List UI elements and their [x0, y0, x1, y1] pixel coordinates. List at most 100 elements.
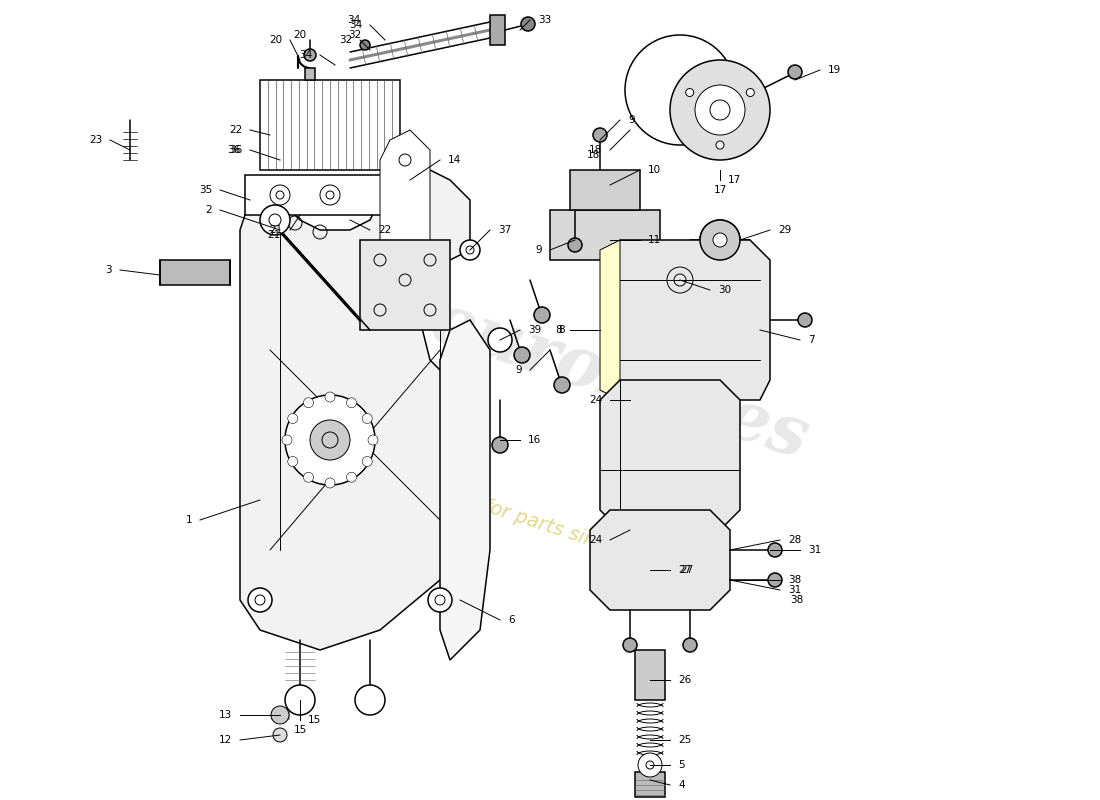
Text: 23: 23 [89, 135, 102, 145]
Text: 34: 34 [299, 50, 312, 60]
Text: 9: 9 [628, 115, 635, 125]
Circle shape [534, 307, 550, 323]
Text: 17: 17 [714, 185, 727, 195]
Text: 9: 9 [516, 365, 522, 375]
Text: 1: 1 [186, 515, 192, 525]
Circle shape [768, 573, 782, 587]
Bar [635, 772, 666, 797]
Text: 24: 24 [588, 535, 602, 545]
Text: 33: 33 [538, 15, 551, 25]
Circle shape [362, 414, 372, 423]
Text: 20: 20 [294, 30, 307, 40]
Text: 36: 36 [229, 145, 242, 155]
Circle shape [270, 185, 290, 205]
Circle shape [768, 543, 782, 557]
Circle shape [638, 753, 662, 777]
Circle shape [288, 414, 298, 423]
Polygon shape [590, 510, 730, 610]
Circle shape [368, 435, 378, 445]
Text: 32: 32 [349, 30, 362, 40]
Text: 17: 17 [728, 175, 741, 185]
Circle shape [700, 220, 740, 260]
Text: 31: 31 [808, 545, 822, 555]
Circle shape [521, 17, 535, 31]
Circle shape [271, 706, 289, 724]
Circle shape [304, 472, 313, 482]
Text: 39: 39 [528, 325, 541, 335]
Polygon shape [600, 380, 740, 530]
Circle shape [713, 233, 727, 247]
Text: a passion for parts since 1985: a passion for parts since 1985 [387, 466, 673, 574]
Polygon shape [440, 320, 490, 660]
Circle shape [683, 638, 697, 652]
Text: 18: 18 [588, 145, 602, 155]
Bar [271, 711, 289, 719]
Circle shape [746, 89, 755, 97]
Text: 15: 15 [294, 725, 307, 735]
Circle shape [625, 35, 735, 145]
Circle shape [326, 191, 334, 199]
Bar [490, 15, 505, 45]
Text: 16: 16 [528, 435, 541, 445]
Text: 27: 27 [678, 565, 691, 575]
Text: 11: 11 [648, 235, 661, 245]
Text: 28: 28 [788, 535, 801, 545]
Circle shape [685, 89, 694, 97]
Text: 3: 3 [106, 265, 112, 275]
Circle shape [514, 347, 530, 363]
Circle shape [248, 588, 272, 612]
Text: 4: 4 [678, 780, 684, 790]
Polygon shape [610, 240, 770, 400]
Circle shape [282, 435, 292, 445]
Circle shape [346, 398, 356, 408]
Circle shape [623, 638, 637, 652]
Text: 13: 13 [219, 710, 232, 720]
Polygon shape [240, 170, 470, 650]
Text: 15: 15 [308, 715, 321, 725]
Circle shape [273, 728, 287, 742]
Circle shape [670, 60, 770, 160]
Circle shape [593, 128, 607, 142]
Text: 19: 19 [828, 65, 842, 75]
Bar [305, 68, 315, 80]
Text: 5: 5 [678, 760, 684, 770]
Circle shape [460, 240, 480, 260]
Polygon shape [600, 240, 620, 400]
Text: 21: 21 [268, 225, 282, 235]
Circle shape [488, 328, 512, 352]
Text: 35: 35 [199, 185, 212, 195]
Text: 26: 26 [678, 675, 691, 685]
Text: 25: 25 [678, 735, 691, 745]
Circle shape [695, 85, 745, 135]
Text: euroPares: euroPares [422, 287, 817, 473]
Text: 27: 27 [680, 565, 693, 575]
Circle shape [788, 65, 802, 79]
Bar [570, 170, 640, 210]
Circle shape [346, 472, 356, 482]
Circle shape [285, 395, 375, 485]
Circle shape [428, 588, 452, 612]
Text: 29: 29 [778, 225, 791, 235]
Text: 30: 30 [718, 285, 732, 295]
Circle shape [304, 49, 316, 61]
Text: 38: 38 [788, 575, 801, 585]
Text: 14: 14 [448, 155, 461, 165]
Bar [260, 80, 400, 170]
Circle shape [355, 685, 385, 715]
Text: 18: 18 [586, 150, 600, 160]
Text: 36: 36 [227, 145, 240, 155]
Text: 6: 6 [508, 615, 515, 625]
Text: 20: 20 [268, 35, 282, 45]
Text: 22: 22 [229, 125, 242, 135]
Circle shape [324, 478, 336, 488]
Text: 7: 7 [808, 335, 815, 345]
Circle shape [260, 205, 290, 235]
Text: 34: 34 [349, 20, 362, 30]
Bar [635, 650, 666, 700]
Text: 2: 2 [206, 205, 212, 215]
Text: 9: 9 [536, 245, 542, 255]
Text: 24: 24 [588, 395, 602, 405]
Circle shape [304, 398, 313, 408]
Circle shape [716, 141, 724, 149]
Text: 32: 32 [339, 35, 352, 45]
